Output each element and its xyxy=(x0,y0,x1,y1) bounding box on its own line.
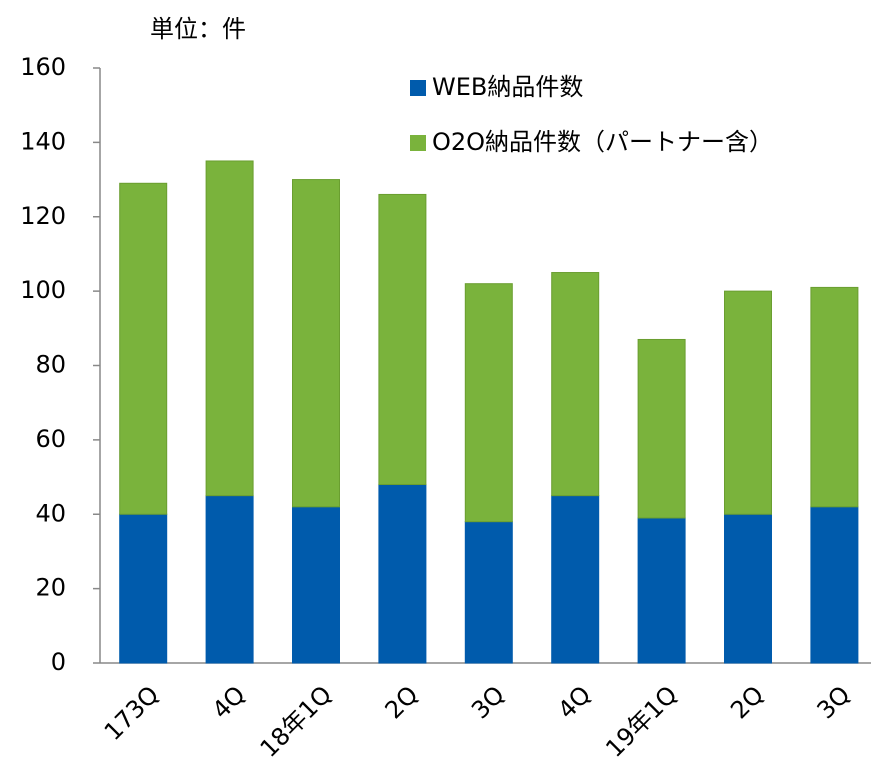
y-tick-label: 140 xyxy=(20,127,66,155)
y-tick-label: 80 xyxy=(35,351,66,379)
bar-segment xyxy=(464,521,513,664)
x-tick-label: 4Q xyxy=(552,680,596,724)
bar-segment xyxy=(205,495,254,664)
x-tick-label: 3Q xyxy=(466,680,510,724)
y-tick-label: 20 xyxy=(35,574,66,602)
x-tick-label: 173Q xyxy=(99,680,165,746)
legend-label: O2O納品件数（パートナー含） xyxy=(432,128,773,156)
y-tick-label: 160 xyxy=(20,53,66,81)
x-tick-label: 4Q xyxy=(207,680,251,724)
bar-segment xyxy=(810,506,859,664)
x-tick-label: 19年1Q xyxy=(600,680,683,763)
bar-segment xyxy=(292,179,340,508)
x-tick-label: 2Q xyxy=(725,680,769,724)
bar-segment xyxy=(205,160,254,497)
bar-segment xyxy=(292,506,340,664)
legend-swatch xyxy=(410,135,426,151)
y-tick-label: 40 xyxy=(35,499,66,527)
legend-label: WEB納品件数 xyxy=(432,73,583,101)
legend-swatch xyxy=(410,80,426,96)
bar-segment xyxy=(119,182,168,515)
bar-segment xyxy=(551,495,600,664)
bar-segment xyxy=(724,290,772,515)
bar-segment xyxy=(378,484,427,664)
bar-segment xyxy=(637,338,686,519)
bar-segment xyxy=(464,283,513,523)
bar-segment xyxy=(724,513,772,664)
x-tick-label: 18年1Q xyxy=(255,680,338,763)
y-tick-label: 100 xyxy=(20,276,66,304)
bar-segment xyxy=(810,286,859,508)
x-tick-label: 3Q xyxy=(812,680,856,724)
unit-label: 単位：件 xyxy=(150,15,246,43)
y-tick-label: 60 xyxy=(35,425,66,453)
bar-segment xyxy=(551,272,600,497)
y-tick-label: 120 xyxy=(20,202,66,230)
bar-segment xyxy=(119,513,168,664)
bar-segment xyxy=(637,517,686,664)
bar-segment xyxy=(378,193,427,485)
y-tick-label: 0 xyxy=(51,648,66,676)
x-tick-label: 2Q xyxy=(380,680,424,724)
